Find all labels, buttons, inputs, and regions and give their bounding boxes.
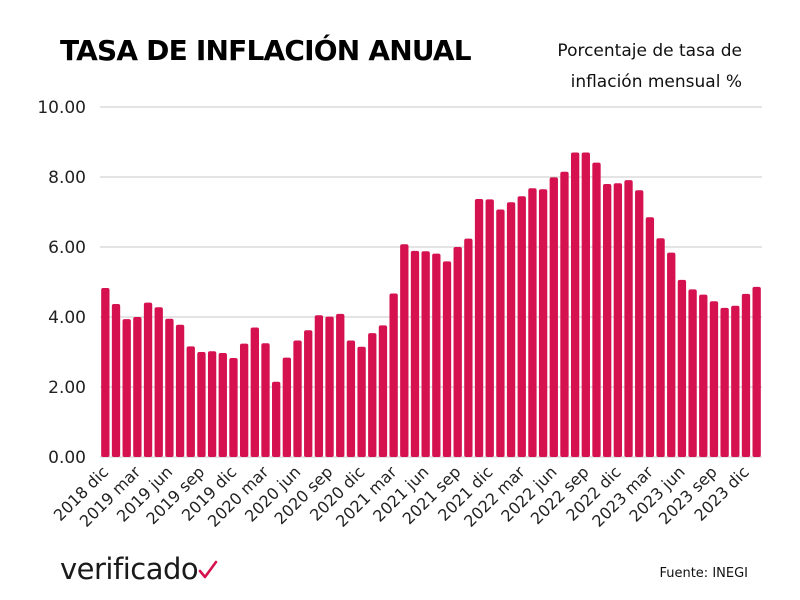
bar: [421, 251, 430, 457]
bar: [731, 305, 740, 457]
y-tick-label: 8.00: [48, 168, 86, 188]
bar: [496, 209, 505, 457]
y-tick-label: 2.00: [48, 378, 86, 398]
bar: [165, 318, 174, 457]
bar: [538, 189, 548, 457]
y-tick-label: 4.00: [48, 308, 86, 328]
bar: [250, 327, 259, 457]
bar: [549, 177, 558, 457]
bar: [752, 286, 761, 457]
bar: [656, 238, 665, 457]
bar: [400, 244, 409, 457]
bar: [186, 346, 195, 457]
bar: [741, 293, 751, 457]
bar: [613, 183, 623, 458]
bar: [239, 343, 249, 457]
bar: [378, 325, 388, 457]
bar: [560, 171, 569, 457]
bar: [603, 184, 612, 457]
bar: [699, 294, 708, 457]
bar: [368, 333, 377, 457]
bar: [357, 346, 366, 457]
bar: [677, 279, 687, 457]
bar: [101, 287, 110, 457]
bar: [154, 307, 163, 457]
chart-subtitle: Porcentaje de tasa de inflación mensual …: [557, 41, 742, 92]
chart-title: TASA DE INFLACIÓN ANUAL: [60, 34, 472, 67]
bar: [272, 381, 281, 457]
bar: [314, 315, 324, 457]
bar: [464, 238, 473, 457]
bar: [261, 343, 270, 457]
bar: [688, 289, 697, 457]
bar: [229, 357, 238, 457]
bar: [143, 302, 153, 457]
bar: [474, 199, 484, 458]
bar: [517, 196, 526, 457]
verificado-logo: verificado: [60, 552, 218, 586]
bar: [389, 293, 398, 457]
bar: [442, 261, 452, 457]
bar: [175, 324, 185, 457]
bar: [667, 252, 676, 457]
bar: [645, 217, 655, 457]
bar: [133, 317, 142, 457]
bar: [325, 316, 334, 457]
bar: [111, 304, 121, 457]
bar: [570, 152, 580, 457]
bar: [304, 330, 313, 457]
bar: [282, 357, 292, 457]
y-tick-label: 0.00: [48, 448, 86, 468]
bar: [624, 180, 633, 457]
bar: [346, 340, 356, 457]
bar: [453, 247, 462, 457]
source-note: Fuente: INEGI: [659, 566, 748, 581]
bar: [197, 352, 206, 457]
bar: [635, 190, 644, 458]
logo-text: verificado: [60, 552, 199, 586]
bar: [336, 313, 345, 457]
bar: [506, 202, 516, 457]
bar: [218, 353, 227, 457]
bar: [410, 250, 420, 457]
bar: [485, 199, 494, 457]
bar: [709, 301, 719, 457]
checkmark-icon: [198, 560, 218, 579]
bar: [207, 351, 217, 457]
bar: [720, 307, 729, 457]
bar: [293, 340, 302, 457]
y-axis: 0.00 2.00 4.00 6.00 8.00 10.00: [37, 98, 86, 468]
y-tick-label: 10.00: [37, 98, 86, 118]
y-tick-label: 6.00: [48, 238, 86, 258]
bar: [581, 152, 590, 457]
bar: [528, 188, 537, 457]
bar: [592, 162, 601, 457]
bar: [122, 319, 131, 457]
bar: [432, 253, 441, 457]
bars: [101, 152, 761, 458]
